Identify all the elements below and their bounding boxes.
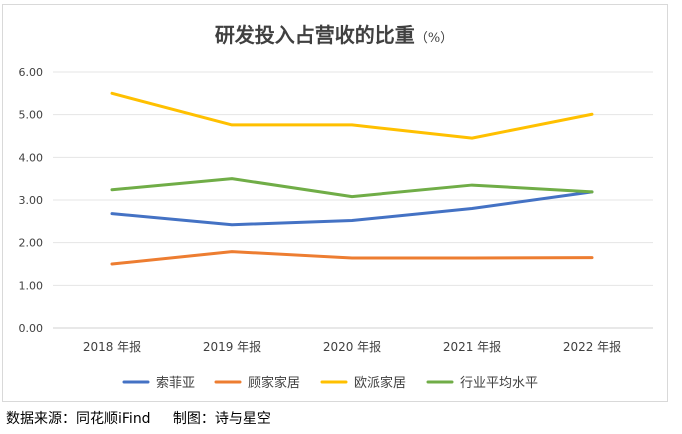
x-tick-label: 2018 年报 (83, 339, 141, 354)
y-tick-label: 6.00 (19, 66, 44, 79)
y-tick-label: 2.00 (19, 237, 44, 250)
legend: 索菲亚 顾家家居 欧派家居 行业平均水平 (122, 375, 538, 391)
legend-label: 欧派家居 (354, 375, 406, 391)
legend-label: 行业平均水平 (460, 376, 538, 391)
x-tick-label: 2022 年报 (563, 339, 621, 354)
series-line (110, 91, 594, 140)
source-note: 数据来源：同花顺iFind 制图：诗与星空 (6, 411, 271, 427)
x-tick-label: 2021 年报 (443, 339, 501, 354)
chart-title-text: 研发投入占营收的比重 (215, 23, 415, 47)
y-tick-label: 1.00 (19, 279, 44, 292)
chart-frame (2, 4, 668, 402)
y-tick-label: 4.00 (19, 151, 44, 164)
y-tick-label: 3.00 (19, 194, 44, 207)
x-axis-tick-labels: 2018 年报 2019 年报 2020 年报 2021 年报 2022 年报 (83, 339, 621, 354)
series-line (110, 190, 594, 227)
chart-title: 研发投入占营收的比重（%） (215, 23, 453, 47)
series-line (110, 177, 594, 199)
legend-label: 索菲亚 (156, 376, 195, 391)
x-tick-label: 2019 年报 (203, 339, 261, 354)
chart-title-unit: （%） (415, 31, 453, 46)
legend-label: 顾家家居 (248, 375, 300, 391)
y-tick-label: 0.00 (19, 322, 44, 335)
x-tick-label: 2020 年报 (323, 339, 381, 354)
y-axis-tick-labels: 0.00 1.00 2.00 3.00 4.00 5.00 6.00 (19, 66, 44, 335)
grid-lines (53, 71, 653, 329)
y-tick-label: 5.00 (19, 109, 44, 122)
series-line (110, 250, 594, 266)
series-lines (110, 91, 594, 266)
